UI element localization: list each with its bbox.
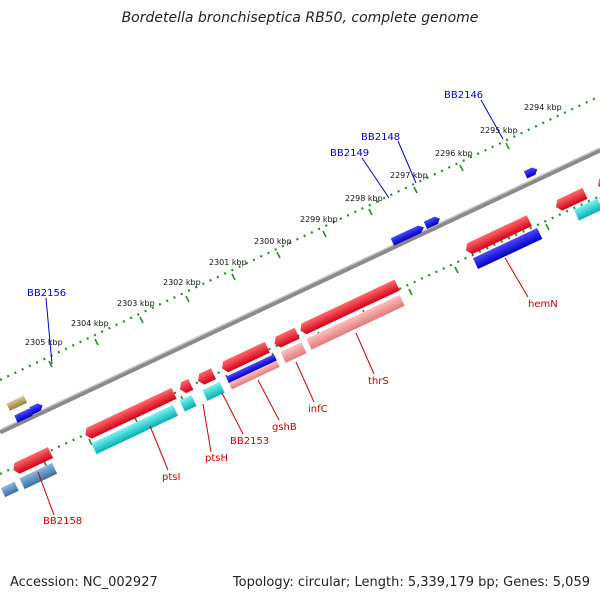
- gene-label-ptsi: ptsI: [162, 472, 180, 483]
- gene-arrow-red: [300, 279, 400, 335]
- tick-label: 2294 kbp: [524, 103, 562, 112]
- tick-label: 2303 kbp: [117, 299, 155, 308]
- scale-tick: [459, 164, 464, 172]
- gene-arrow-red: [198, 368, 216, 385]
- gene-arrow-red: [179, 378, 194, 394]
- upper-leaders: [45, 99, 504, 365]
- gene-arrow-blue: [390, 225, 425, 246]
- gene-label-infc: infC: [308, 404, 328, 415]
- scale-tick: [185, 295, 190, 303]
- gene-arrow-steelblue: [0, 481, 19, 498]
- tick-label: 2299 kbp: [300, 215, 338, 224]
- scale-tick: [322, 230, 327, 238]
- tick-label: 2295 kbp: [480, 126, 518, 135]
- tick-label: 2300 kbp: [254, 237, 292, 246]
- scale-tick-labels: 2294 kbp 2295 kbp 2296 kbp 2297 kbp 2298…: [25, 103, 562, 347]
- tick-label: 2301 kbp: [209, 258, 247, 267]
- leader-line: [221, 392, 244, 435]
- scale-tick: [48, 360, 53, 368]
- gene-label-gshb: gshB: [272, 422, 297, 433]
- tick-label: 2304 kbp: [71, 319, 109, 328]
- leader-line: [397, 140, 417, 184]
- gene-arrow-pale: [306, 294, 405, 350]
- leader-line: [37, 471, 55, 516]
- gene-arrow-blue: [472, 227, 543, 270]
- tick-label: 2296 kbp: [435, 149, 473, 158]
- leader-line: [504, 257, 529, 298]
- leader-line: [480, 99, 504, 140]
- gene-arrow-red: [13, 447, 54, 474]
- gene-arrow-cyan: [179, 395, 197, 412]
- gene-arrow-olive: [6, 395, 28, 411]
- gene-arrow-blue: [29, 403, 43, 415]
- gene-arrow-red: [222, 341, 270, 373]
- genome-backbone: [0, 147, 600, 435]
- gene-label-hemn: hemN: [528, 299, 558, 310]
- gene-arrow-blue: [423, 216, 440, 229]
- gene-arrow-red: [556, 187, 588, 211]
- scale-tick: [139, 316, 144, 324]
- inner-tick: [545, 223, 550, 231]
- gene-arrow-pale: [280, 342, 307, 363]
- genome-backbone-highlight: [0, 147, 600, 431]
- gene-arrow-steelblue: [19, 462, 58, 490]
- gene-label-ptsh: ptsH: [205, 453, 228, 464]
- leader-line: [202, 403, 212, 453]
- scale-tick: [413, 186, 418, 194]
- gene-label-thrs: thrS: [368, 376, 389, 387]
- gene-arrow-red: [598, 168, 600, 190]
- leader-line: [295, 361, 315, 403]
- inner-tick: [408, 288, 413, 296]
- map-title: Bordetella bronchiseptica RB50, complete…: [121, 10, 479, 26]
- inner-tick: [454, 266, 459, 274]
- gene-arrow-pale: [228, 360, 280, 390]
- scale-tick: [505, 142, 510, 150]
- leader-line: [149, 425, 169, 471]
- leader-line: [45, 297, 53, 365]
- scale-tick: [94, 338, 99, 346]
- gene-arrow-blue: [523, 167, 538, 179]
- tick-label: 2302 kbp: [163, 278, 201, 287]
- gene-label-bb2156: BB2156: [27, 288, 66, 299]
- tick-label: 2298 kbp: [345, 194, 383, 203]
- leader-line: [355, 332, 375, 375]
- leader-line: [361, 157, 390, 199]
- gene-label-bb2148: BB2148: [361, 132, 400, 143]
- gene-label-bb2158: BB2158: [43, 516, 82, 527]
- gene-arrow-red: [465, 215, 532, 255]
- gene-label-bb2149: BB2149: [330, 148, 369, 159]
- accession-text: Accession: NC_002927: [10, 575, 158, 590]
- gene-arrow-cyan: [91, 404, 178, 455]
- gene-label-bb2153: BB2153: [230, 436, 269, 447]
- gene-arrow-blue: [225, 354, 277, 384]
- gene-arrow-cyan: [202, 381, 225, 401]
- gene-arrow-red: [85, 387, 177, 439]
- gene-arrow-blue: [14, 408, 35, 423]
- topology-text: Topology: circular; Length: 5,339,179 bp…: [232, 575, 590, 590]
- tick-label: 2305 kbp: [25, 338, 63, 347]
- gene-arrow-cyan: [573, 198, 600, 221]
- scale-tick: [231, 273, 236, 281]
- gene-label-bb2146: BB2146: [444, 90, 483, 101]
- gene-track: [0, 167, 600, 498]
- tick-label: 2297 kbp: [390, 171, 428, 180]
- scale-tick: [276, 251, 281, 259]
- scale-ticks: [48, 142, 510, 368]
- scale-tick: [368, 208, 373, 216]
- inner-tick: [88, 438, 93, 446]
- lower-leaders: [37, 257, 529, 516]
- outer-scale-track: [0, 95, 600, 381]
- gene-arrow-red: [274, 327, 300, 348]
- leader-line: [257, 379, 280, 421]
